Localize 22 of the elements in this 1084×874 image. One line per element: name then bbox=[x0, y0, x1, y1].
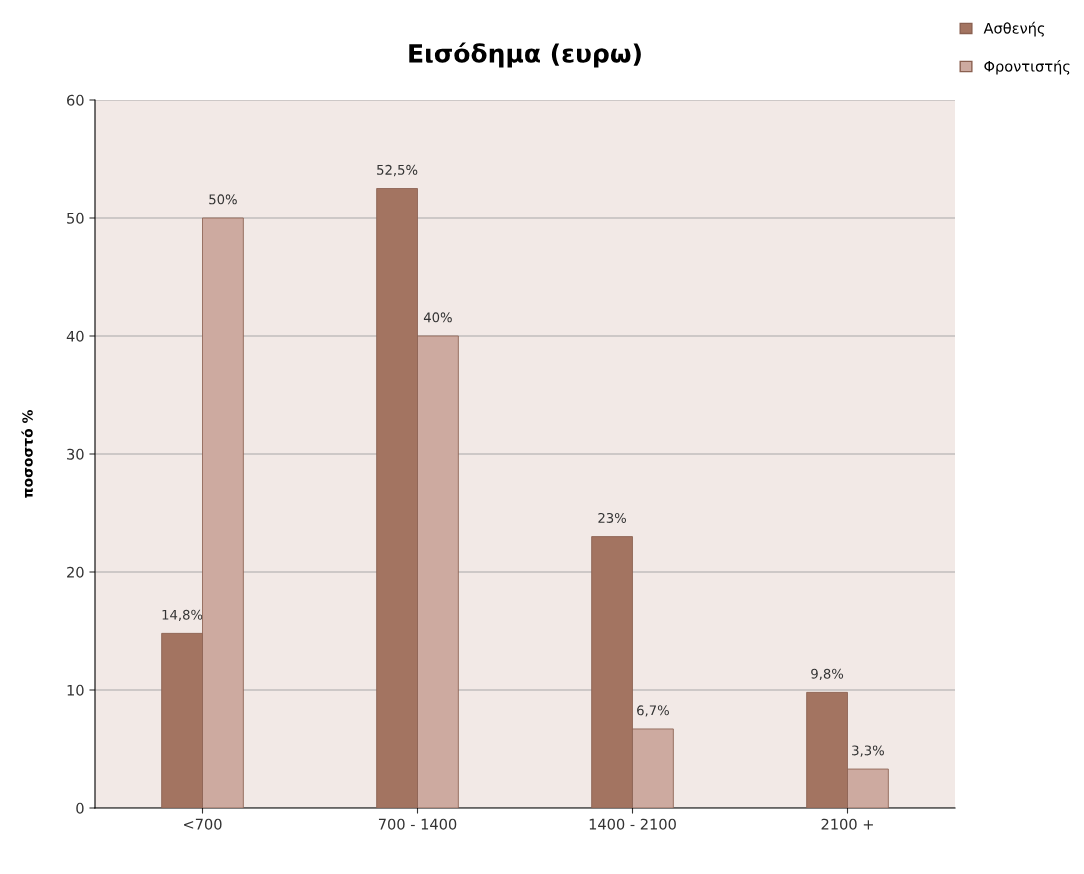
y-tick-label: 30 bbox=[67, 448, 84, 460]
y-tick-label: 10 bbox=[67, 684, 84, 696]
legend-label: Φροντιστής bbox=[984, 59, 1070, 75]
data-label: 52,5% bbox=[377, 164, 418, 177]
x-tick-label: <700 bbox=[184, 818, 222, 830]
legend-label: Ασθενής bbox=[983, 21, 1045, 37]
data-label: 23% bbox=[598, 512, 627, 523]
y-tick-label: 0 bbox=[76, 802, 84, 814]
x-tick-label: 700 - 1400 bbox=[378, 818, 457, 830]
y-tick-label: 20 bbox=[67, 566, 84, 578]
x-tick-label: 2100 + bbox=[821, 818, 873, 830]
data-label: 50% bbox=[209, 194, 237, 205]
y-tick-label: 40 bbox=[66, 330, 84, 342]
data-label: 40% bbox=[423, 312, 452, 323]
chart-title: Εισόδημα (ευρω) bbox=[409, 42, 641, 68]
y-axis-title: ποσοστό % bbox=[21, 410, 33, 498]
data-label: 3,3% bbox=[852, 745, 884, 757]
data-label: 9,8% bbox=[811, 668, 844, 681]
x-tick-label: 1400 - 2100 bbox=[589, 818, 676, 830]
data-label: 6,7% bbox=[637, 705, 669, 717]
y-tick-label: 60 bbox=[67, 94, 84, 106]
y-tick-label: 50 bbox=[67, 212, 84, 224]
